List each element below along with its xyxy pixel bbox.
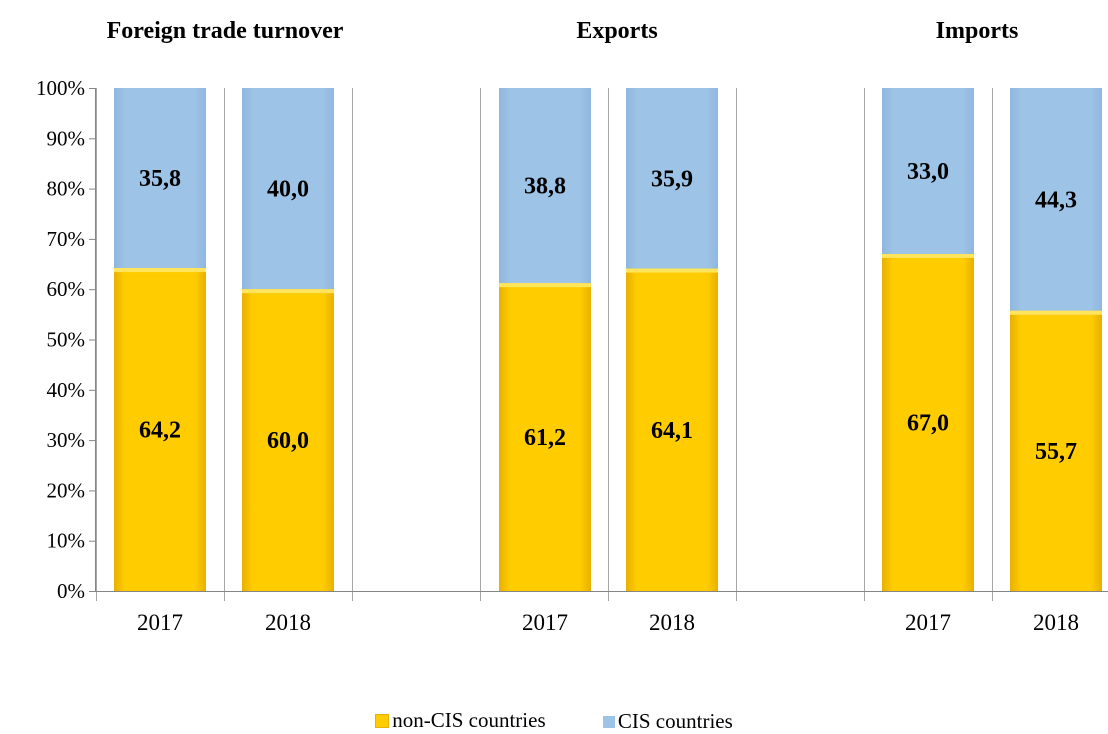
legend: non-CIS countries CIS countries xyxy=(0,708,1108,734)
legend-label-non-cis: non-CIS countries xyxy=(392,708,546,732)
data-label-non-cis-1-0: 61,2 xyxy=(524,425,566,451)
bar-cis-1-1 xyxy=(626,88,718,269)
data-label-cis-2-0: 33,0 xyxy=(907,159,949,185)
legend-swatch-non-cis xyxy=(375,713,390,728)
y-tick-label-6: 60% xyxy=(47,277,86,301)
bar-cis-2-1 xyxy=(1010,88,1102,311)
group-title-2: Imports xyxy=(936,18,1019,44)
category-label-0-0: 2017 xyxy=(137,610,183,635)
category-label-2-0: 2017 xyxy=(905,610,951,635)
y-tick-label-10: 100% xyxy=(36,76,85,100)
bar-cis-2-0 xyxy=(882,88,974,254)
data-label-cis-0-1: 40,0 xyxy=(267,177,309,203)
bar-non-cis-top-edge-0-0 xyxy=(114,268,206,273)
y-tick-label-4: 40% xyxy=(47,378,86,402)
bar-non-cis-top-edge-1-1 xyxy=(626,268,718,273)
bar-non-cis-top-edge-1-0 xyxy=(499,283,591,288)
y-tick-label-1: 10% xyxy=(47,529,86,553)
y-tick-label-2: 20% xyxy=(47,478,86,502)
group-title-0: Foreign trade turnover xyxy=(107,18,344,44)
group-title-1: Exports xyxy=(576,18,657,44)
category-label-1-0: 2017 xyxy=(522,610,568,635)
bar-non-cis-top-edge-2-0 xyxy=(882,253,974,258)
data-label-cis-1-1: 35,9 xyxy=(651,166,693,192)
bar-cis-0-0 xyxy=(114,88,206,269)
category-label-0-1: 2018 xyxy=(265,610,311,635)
y-tick-label-8: 80% xyxy=(47,177,86,201)
bar-non-cis-1-0 xyxy=(499,283,591,591)
category-label-1-1: 2018 xyxy=(649,610,695,635)
data-label-cis-1-0: 38,8 xyxy=(524,174,566,200)
category-label-2-1: 2018 xyxy=(1033,610,1079,635)
data-label-cis-2-1: 44,3 xyxy=(1035,187,1077,213)
data-label-non-cis-2-0: 67,0 xyxy=(907,410,949,436)
legend-item-non-cis: non-CIS countries xyxy=(375,708,546,733)
y-tick-label-7: 70% xyxy=(47,227,86,251)
data-label-cis-0-0: 35,8 xyxy=(139,166,181,192)
bar-cis-1-0 xyxy=(499,88,591,284)
bar-non-cis-0-1 xyxy=(242,289,334,591)
bar-non-cis-2-1 xyxy=(1010,310,1102,591)
y-tick-label-5: 50% xyxy=(47,328,86,352)
bar-non-cis-top-edge-2-1 xyxy=(1010,310,1102,315)
data-label-non-cis-1-1: 64,1 xyxy=(651,418,693,444)
legend-swatch-cis xyxy=(602,715,615,728)
y-tick-label-9: 90% xyxy=(47,126,86,150)
legend-label-cis: CIS countries xyxy=(617,709,733,733)
stacked-bar-chart: Foreign trade turnover Exports Imports 0% 1… xyxy=(36,18,1108,635)
bar-cis-0-1 xyxy=(242,88,334,290)
bar-non-cis-2-0 xyxy=(882,253,974,592)
bar-non-cis-top-edge-0-1 xyxy=(242,289,334,294)
bar-non-cis-1-1 xyxy=(626,268,718,591)
legend-item-cis: CIS countries xyxy=(602,709,733,734)
y-tick-label-0: 0% xyxy=(57,579,85,603)
y-tick-label-3: 30% xyxy=(47,428,86,452)
data-label-non-cis-2-1: 55,7 xyxy=(1035,439,1077,465)
data-label-non-cis-0-1: 60,0 xyxy=(267,428,309,454)
data-label-non-cis-0-0: 64,2 xyxy=(139,418,181,444)
bar-non-cis-0-0 xyxy=(114,268,206,591)
